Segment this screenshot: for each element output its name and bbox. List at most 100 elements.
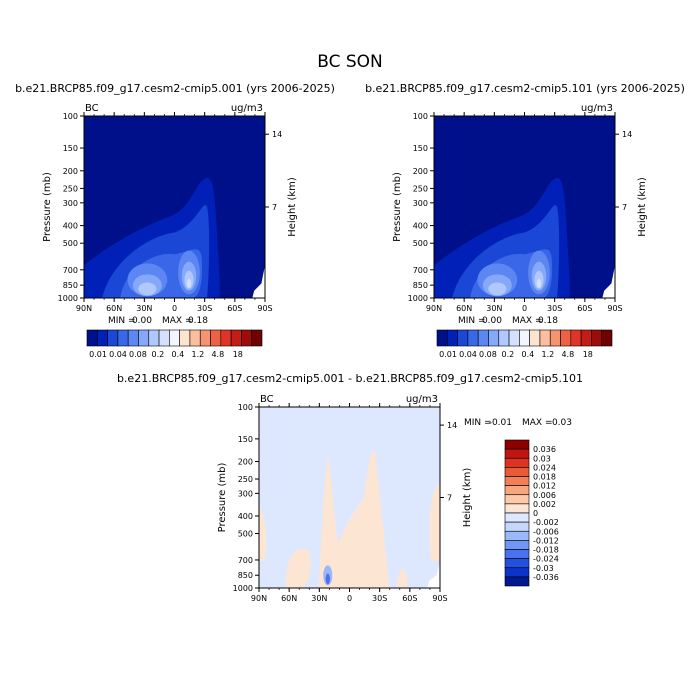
y-tick-label: 100 <box>63 112 78 121</box>
x-tick-label: 60S <box>577 304 592 313</box>
y-tick-label: 1000 <box>233 584 253 593</box>
colorbar-label: -0.018 <box>533 546 559 555</box>
y-tick-label: 300 <box>413 199 428 208</box>
colorbar-box <box>570 329 582 347</box>
contour-field <box>84 116 265 298</box>
colorbar-box <box>504 476 530 486</box>
colorbar-label: 0.002 <box>533 500 556 509</box>
colorbar-label: -0.03 <box>533 564 554 573</box>
y-axis-label: Pressure (mb) <box>217 463 228 533</box>
max-label: MAX = <box>512 316 543 326</box>
positive-region-1 <box>259 506 267 561</box>
colorbar-label: 0.006 <box>533 491 556 500</box>
min-value: 0.00 <box>482 316 502 326</box>
y-tick-label: 850 <box>413 281 428 290</box>
x-tick-label: 60N <box>281 594 297 603</box>
colorbar-label: 0.018 <box>533 473 556 482</box>
colorbar-box <box>580 329 592 347</box>
x-tick-label: 90S <box>432 594 447 603</box>
x-tick-label: 60N <box>456 304 472 313</box>
colorbar-box <box>539 329 551 347</box>
colorbar-label: 0.2 <box>152 350 165 359</box>
colorbar-box <box>436 329 448 347</box>
panel-title: b.e21.BRCP85.f09_g17.cesm2-cmip5.001 - b… <box>117 372 583 385</box>
max-label: MAX = <box>522 418 553 428</box>
x-tick-label: 0 <box>522 304 527 313</box>
colorbar-label: 1.2 <box>192 350 205 359</box>
colorbar-label: 0.01 <box>439 350 457 359</box>
colorbar-label: 0.04 <box>459 350 477 359</box>
colorbar-box <box>457 329 469 347</box>
y-tick-label: 200 <box>238 457 253 466</box>
contour-field <box>434 116 615 298</box>
colorbar-box <box>504 540 530 550</box>
colorbar-box <box>504 576 530 587</box>
x-tick-label: 90N <box>426 304 442 313</box>
positive-region-3 <box>318 450 390 588</box>
x-tick-label: 0 <box>172 304 177 313</box>
positive-region-4 <box>396 569 408 588</box>
contour-level-7 <box>536 278 542 288</box>
colorbar-label: 0.08 <box>129 350 147 359</box>
positive-region-5 <box>429 483 440 561</box>
colorbar-label: -0.036 <box>533 573 559 582</box>
y-tick-label: 200 <box>63 167 78 176</box>
y-tick-label: 250 <box>63 184 78 193</box>
variable-label: BC <box>85 103 99 114</box>
colorbar-box <box>549 329 561 347</box>
y-tick-label: 700 <box>238 556 253 565</box>
y-tick-label: 700 <box>413 266 428 275</box>
colorbar-box <box>504 494 530 505</box>
colorbar-box <box>504 521 530 532</box>
colorbar-box <box>504 457 530 468</box>
colorbar-label: 0.024 <box>533 463 556 472</box>
y-axis-label: Pressure (mb) <box>42 172 53 242</box>
y-tick-label: 300 <box>63 199 78 208</box>
x-tick-label: 90S <box>607 304 622 313</box>
x-tick-label: 90N <box>76 304 92 313</box>
y-tick-label: 1000 <box>58 294 78 303</box>
max-value: 0.18 <box>538 316 558 326</box>
x-tick-label: 60S <box>227 304 242 313</box>
colorbar-box <box>504 558 530 569</box>
colorbar-box <box>504 567 530 578</box>
colorbar-box <box>169 329 180 347</box>
y-tick-label: 400 <box>238 512 253 521</box>
panel-title: b.e21.BRCP85.f09_g17.cesm2-cmip5.001 (yr… <box>15 82 335 95</box>
colorbar-label: 0.03 <box>533 454 551 463</box>
y2-tick-label: 14 <box>447 421 457 430</box>
y-tick-label: 850 <box>238 571 253 580</box>
colorbar-box <box>446 329 458 347</box>
figure-title: BC SON <box>317 52 383 72</box>
x-tick-label: 60S <box>402 594 417 603</box>
colorbar-panel-1: 0.01 0.04 0.08 0.2 0.4 1.2 4.8 18 <box>86 329 263 359</box>
panel-1: b.e21.BRCP85.f09_g17.cesm2-cmip5.001 (yr… <box>15 82 335 326</box>
colorbar-box <box>591 329 603 347</box>
colorbar-label: 0.4 <box>522 350 535 359</box>
y-tick-label: 150 <box>238 435 253 444</box>
y-tick-label: 1000 <box>408 294 428 303</box>
x-tick-label: 90S <box>257 304 272 313</box>
y-tick-label: 250 <box>238 475 253 484</box>
colorbar-box <box>467 329 479 347</box>
y2-axis-label: Height (km) <box>287 177 298 237</box>
colorbar-label: 0 <box>533 509 538 518</box>
x-tick-label: 30N <box>136 304 152 313</box>
positive-region-2 <box>285 548 311 588</box>
max-label: MAX = <box>162 316 193 326</box>
terrain-mask <box>427 562 440 588</box>
colorbar-label: -0.012 <box>533 536 559 545</box>
colorbar-box <box>210 329 222 347</box>
variable-label: BC <box>260 394 274 405</box>
colorbar-box <box>107 329 119 347</box>
colorbar-box <box>199 329 211 347</box>
max-value: 0.18 <box>188 316 208 326</box>
contour-level-6a <box>488 282 507 296</box>
y-tick-label: 300 <box>238 489 253 498</box>
colorbar-box <box>601 329 613 347</box>
y-axis-label: Pressure (mb) <box>392 172 403 242</box>
y2-tick-label: 7 <box>622 203 627 212</box>
colorbar-box <box>519 329 530 347</box>
x-tick-label: 30S <box>197 304 212 313</box>
